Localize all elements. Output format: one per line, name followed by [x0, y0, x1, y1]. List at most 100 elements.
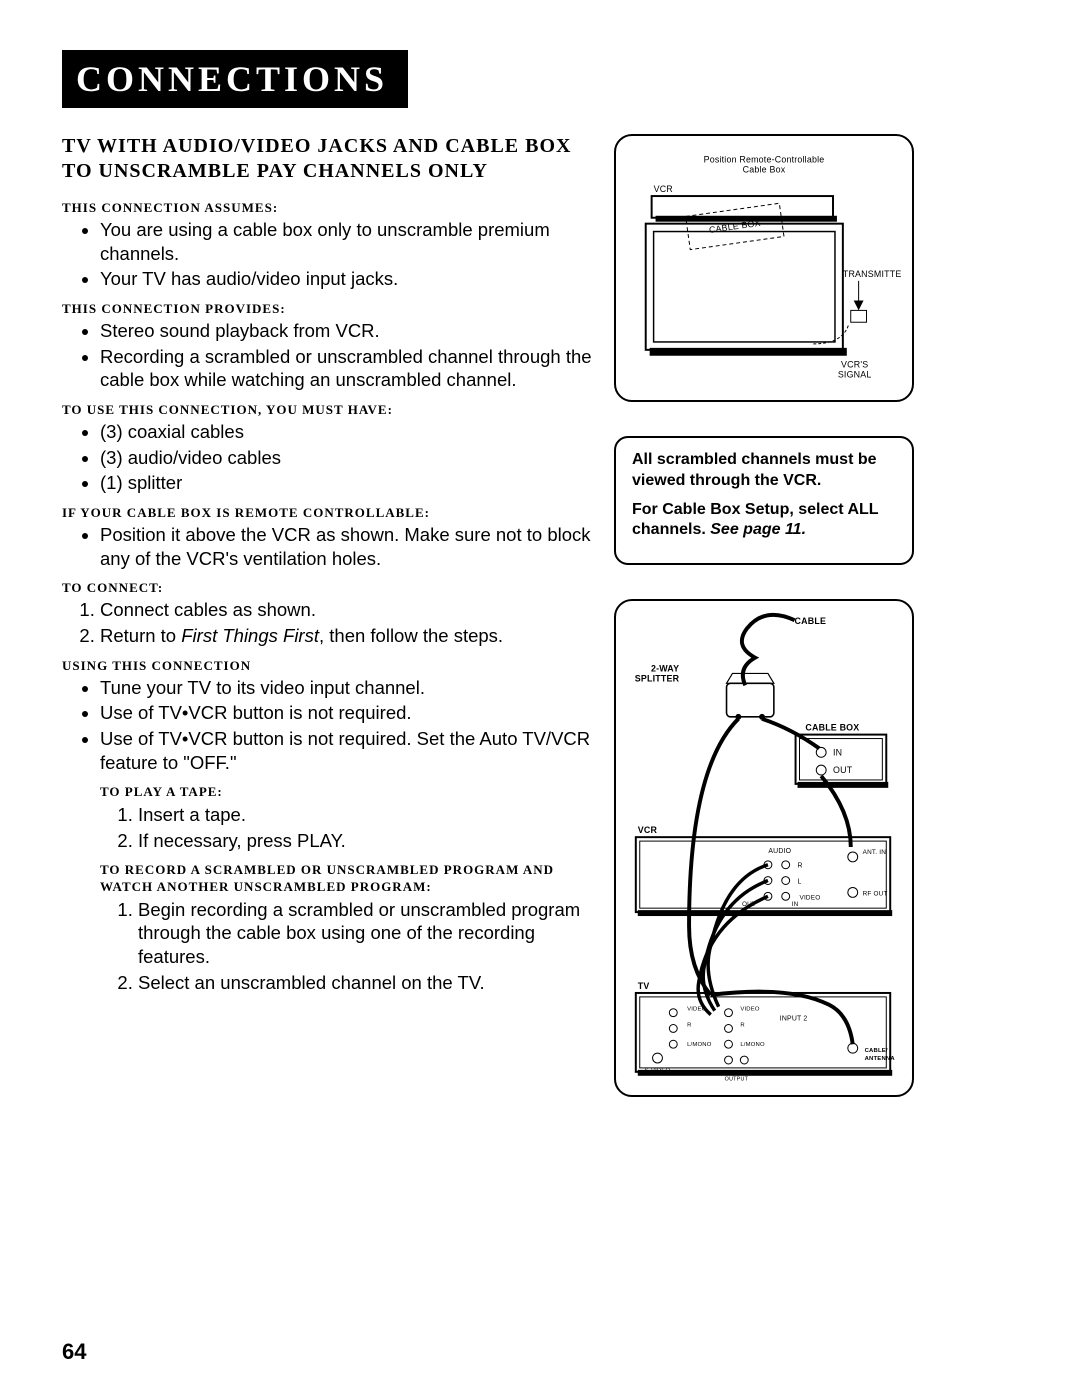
subhead-requires: To Use This Connection, You Must Have:	[62, 402, 592, 418]
list-assumes: You are using a cable box only to unscra…	[76, 218, 592, 291]
splitter-top	[727, 674, 774, 684]
label-cablebox: CABLE BOX	[805, 723, 859, 733]
steps-play: Insert a tape. If necessary, press PLAY.	[114, 803, 592, 852]
vcr-box	[652, 196, 833, 218]
note-line-1: All scrambled channels must be viewed th…	[632, 450, 896, 492]
list-provides: Stereo sound playback from VCR. Recordin…	[76, 319, 592, 392]
label-audioout1: AUDIO	[727, 1070, 745, 1076]
tv-l1	[669, 1040, 677, 1048]
tv-shadow2	[638, 1070, 892, 1076]
cb-out-jack	[816, 765, 826, 775]
label-tv: TV	[638, 981, 650, 991]
steps-record: Begin recording a scrambled or unscrambl…	[114, 898, 592, 995]
diagram-wiring-svg: CABLE 2-WAY SPLITTER CABLE BOX IN	[622, 609, 906, 1087]
arrow-head	[854, 301, 864, 311]
label-out: OUT	[833, 765, 853, 775]
section-title: TV With Audio/Video Jacks and Cable Box …	[62, 134, 592, 184]
label-input2: INPUT 2	[780, 1016, 808, 1023]
tv-v2	[725, 1009, 733, 1017]
page-number: 64	[62, 1339, 86, 1365]
vcr-audio-in-l	[782, 877, 790, 885]
list-item: (1) splitter	[100, 471, 592, 495]
cable-left-to-tv	[689, 719, 738, 995]
label-cableant2: ANTENNA	[865, 1056, 896, 1062]
tv-v1	[669, 1009, 677, 1017]
label-position-top2: Cable Box	[743, 164, 786, 174]
subhead-remote: If Your Cable Box Is Remote Controllable…	[62, 505, 592, 521]
cablebox-tilted: CABLE BOX	[686, 203, 784, 249]
list-item: You are using a cable box only to unscra…	[100, 218, 592, 265]
page-banner-title: CONNECTIONS	[76, 58, 388, 100]
note-box: All scrambled channels must be viewed th…	[614, 436, 914, 565]
label-signal: SIGNAL	[838, 369, 872, 379]
vcr-outer	[636, 837, 890, 912]
diagram-positioning-svg: Position Remote-Controllable Cable Box V…	[626, 148, 902, 390]
list-remote: Position it above the VCR as shown. Make…	[76, 523, 592, 570]
label-lmono2: L/MONO	[740, 1042, 765, 1048]
label-audioout2: OUTPUT	[725, 1077, 749, 1083]
label-antin: ANT. IN	[863, 849, 887, 856]
list-item: Position it above the VCR as shown. Make…	[100, 523, 592, 570]
list-using: Tune your TV to its video input channel.…	[76, 676, 592, 995]
list-item: If necessary, press PLAY.	[138, 829, 592, 853]
list-item: Tune your TV to its video input channel.	[100, 676, 592, 700]
label-vcr: VCR	[654, 184, 673, 194]
list-item: (3) coaxial cables	[100, 420, 592, 444]
label-cableant1: CABLE/	[865, 1048, 888, 1054]
label-r1: R	[687, 1023, 691, 1029]
list-item: Select an unscrambled channel on the TV.	[138, 971, 592, 995]
list-item: Use of TV•VCR button is not required. Se…	[100, 727, 592, 774]
two-column-layout: TV With Audio/Video Jacks and Cable Box …	[62, 134, 1024, 1097]
subhead-using: Using This Connection	[62, 658, 592, 674]
list-item: Use of TV•VCR button is not required.	[100, 701, 592, 725]
label-transmitter: TRANSMITTER	[843, 269, 902, 279]
label-in2: IN	[792, 901, 799, 908]
list-item: Return to First Things First, then follo…	[100, 624, 592, 648]
transmitter-box	[851, 310, 867, 322]
vcr-audio-in-r	[782, 861, 790, 869]
label-rfout: RF OUT	[863, 891, 888, 898]
tv-outer	[646, 224, 843, 350]
label-vcr: VCR	[638, 825, 658, 835]
cablebox-shadow	[798, 782, 889, 788]
note-line-2: For Cable Box Setup, select ALL channels…	[632, 500, 896, 542]
label-splitter1: 2-WAY	[651, 664, 679, 674]
tv-svideo	[653, 1053, 663, 1063]
subhead-play: To Play a Tape:	[100, 784, 592, 801]
label-video: VIDEO	[800, 894, 821, 901]
vcr-shadow2	[638, 910, 892, 916]
list-item: Connect cables as shown.	[100, 598, 592, 622]
list-item: Begin recording a scrambled or unscrambl…	[138, 898, 592, 969]
cb-in-jack	[816, 748, 826, 758]
label-lmono1: L/MONO	[687, 1042, 712, 1048]
list-item: Your TV has audio/video input jacks.	[100, 267, 592, 291]
vcr-rf-out	[848, 888, 858, 898]
tv-shadow	[650, 348, 847, 356]
diagram-wiring: CABLE 2-WAY SPLITTER CABLE BOX IN	[614, 599, 914, 1097]
vcr-ant-in	[848, 852, 858, 862]
diagram-positioning: Position Remote-Controllable Cable Box V…	[614, 134, 914, 402]
list-item: (3) audio/video cables	[100, 446, 592, 470]
tv-r1	[669, 1025, 677, 1033]
list-requires: (3) coaxial cables (3) audio/video cable…	[76, 420, 592, 495]
label-position-top: Position Remote-Controllable	[704, 155, 825, 165]
splitter-box	[727, 684, 774, 718]
subhead-provides: This Connection Provides:	[62, 301, 592, 317]
tv-r2	[725, 1025, 733, 1033]
label-v2: VIDEO	[740, 1007, 760, 1013]
tv-screen	[654, 232, 835, 342]
label-vcrs: VCR'S	[841, 360, 868, 370]
label-l: L	[798, 879, 802, 886]
tv-aout-r	[725, 1056, 733, 1064]
subhead-connect: To Connect:	[62, 580, 592, 596]
tv-antenna	[848, 1043, 858, 1053]
label-cable: CABLE	[795, 616, 827, 626]
list-item: Recording a scrambled or unscrambled cha…	[100, 345, 592, 392]
label-audio: AUDIO	[768, 848, 791, 855]
label-r: R	[798, 863, 803, 870]
tv-l2	[725, 1040, 733, 1048]
label-splitter2: SPLITTER	[635, 674, 680, 684]
body-column: TV With Audio/Video Jacks and Cable Box …	[62, 134, 592, 1002]
vcr-video-in	[782, 893, 790, 901]
list-item: Insert a tape.	[138, 803, 592, 827]
